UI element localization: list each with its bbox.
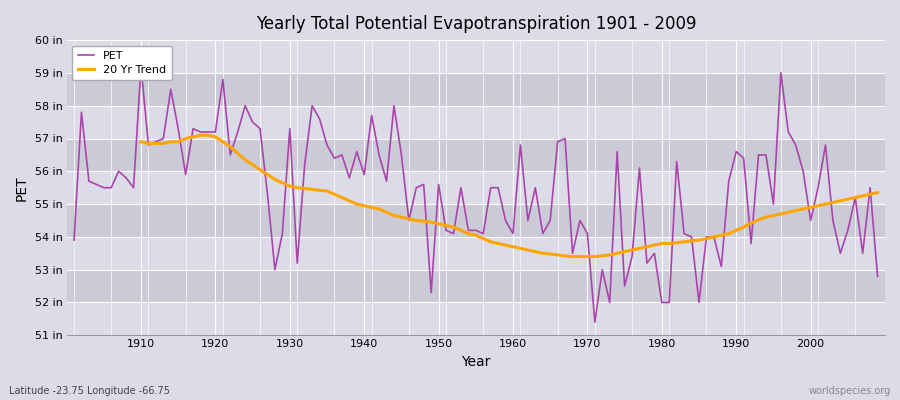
PET [300, 162, 310, 167]
20 Yr Trend [827, 200, 838, 205]
PET [68, 238, 79, 242]
PET [515, 143, 526, 148]
X-axis label: Year: Year [461, 355, 491, 369]
Bar [67, 270, 885, 302]
20 Yr Trend [314, 188, 325, 193]
20 Yr Trend [523, 248, 534, 252]
20 Yr Trend [850, 195, 860, 200]
Bar [67, 138, 885, 171]
PET [344, 176, 355, 180]
Bar [67, 171, 885, 204]
Bar [67, 73, 885, 106]
Bar [67, 106, 885, 138]
Line: PET: PET [74, 66, 878, 322]
20 Yr Trend [136, 139, 147, 144]
Line: 20 Yr Trend: 20 Yr Trend [141, 135, 878, 256]
PET [872, 274, 883, 279]
PET [590, 320, 600, 324]
PET [612, 149, 623, 154]
20 Yr Trend [590, 254, 600, 259]
Text: worldspecies.org: worldspecies.org [809, 386, 891, 396]
Bar [67, 204, 885, 237]
20 Yr Trend [195, 133, 206, 138]
PET [136, 64, 147, 69]
20 Yr Trend [872, 190, 883, 195]
Bar [67, 302, 885, 335]
Text: Latitude -23.75 Longitude -66.75: Latitude -23.75 Longitude -66.75 [9, 386, 170, 396]
Y-axis label: PET: PET [15, 175, 29, 200]
Bar [67, 40, 885, 73]
Title: Yearly Total Potential Evapotranspiration 1901 - 2009: Yearly Total Potential Evapotranspiratio… [256, 15, 696, 33]
PET [128, 185, 139, 190]
Bar [67, 237, 885, 270]
20 Yr Trend [567, 254, 578, 259]
Legend: PET, 20 Yr Trend: PET, 20 Yr Trend [72, 46, 172, 80]
PET [508, 231, 518, 236]
20 Yr Trend [284, 184, 295, 188]
